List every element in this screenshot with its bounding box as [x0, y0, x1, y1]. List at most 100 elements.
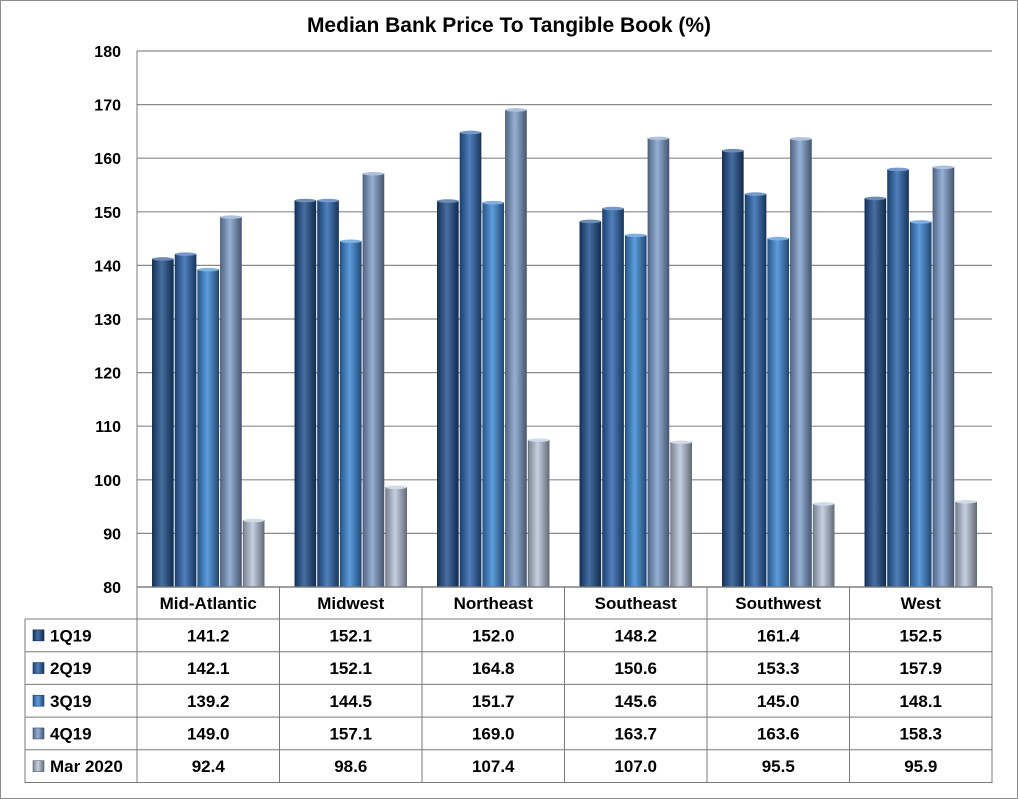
table-cell-value: 145.6: [614, 692, 657, 711]
bar-cap: [505, 108, 527, 112]
bar-cap: [437, 199, 459, 203]
bar-cap: [317, 198, 339, 203]
bar-cap: [197, 267, 219, 272]
bar: [482, 202, 505, 588]
table-cell-value: 107.0: [614, 757, 657, 776]
table-cell-value: 152.0: [472, 626, 515, 645]
bar-cap: [528, 438, 550, 442]
bar-cap: [955, 499, 977, 504]
table-cell-value: 163.6: [757, 724, 800, 743]
category-label: Southwest: [735, 594, 821, 613]
table-cell-value: 157.1: [329, 724, 372, 743]
table-cell-value: 145.0: [757, 692, 800, 711]
table-cell-value: 152.5: [899, 626, 942, 645]
y-tick-label: 80: [103, 580, 121, 597]
table-cell-value: 92.4: [192, 757, 226, 776]
category-label: West: [901, 594, 942, 613]
bar-cap: [579, 219, 601, 224]
bar-cap: [220, 215, 242, 219]
bar-cap: [745, 192, 767, 196]
table-cell-value: 149.0: [187, 724, 230, 743]
bar: [459, 132, 482, 588]
bar-cap: [813, 502, 835, 506]
bar-cap: [152, 257, 174, 261]
table-cell-value: 139.2: [187, 692, 230, 711]
table-cell-value: 153.3: [757, 659, 800, 678]
y-tick-label: 180: [94, 44, 121, 61]
table-cell-value: 157.9: [899, 659, 942, 678]
bar-cap: [362, 171, 384, 176]
bar: [174, 253, 197, 588]
bar-cap: [294, 198, 316, 203]
data-table: Mid-Atlantic Midwest Northeast Southeast Sou…: [24, 586, 993, 783]
table-cell-value: 164.8: [472, 659, 515, 678]
bar: [670, 441, 692, 588]
y-tick-label: 100: [94, 473, 121, 490]
category-label: Southeast: [595, 594, 678, 613]
category-label: Midwest: [317, 594, 384, 613]
bar: [505, 109, 527, 588]
bar-cap: [790, 137, 812, 141]
series-label: 3Q19: [50, 692, 92, 711]
y-tick-label: 90: [103, 526, 121, 543]
series-label: Mar 2020: [50, 757, 123, 776]
table-cell-value: 95.9: [904, 757, 937, 776]
bar-cap: [625, 233, 647, 238]
table-cell-value: 144.5: [329, 692, 372, 711]
y-tick-label: 140: [94, 258, 121, 275]
bar: [790, 138, 812, 588]
legend-key: [32, 727, 45, 740]
bar-cap: [864, 196, 886, 201]
y-tick-label: 110: [95, 419, 121, 436]
bar: [579, 221, 602, 588]
bar: [220, 216, 242, 588]
bar: [932, 167, 955, 588]
bar: [317, 200, 339, 588]
bar-cap: [670, 440, 692, 445]
legend-key: [32, 760, 45, 772]
bar-cap: [602, 206, 624, 211]
bar: [437, 200, 459, 588]
bar: [362, 173, 385, 588]
bar: [624, 235, 647, 588]
bar: [527, 439, 550, 588]
table-cell-value: 152.1: [329, 626, 372, 645]
bar: [647, 138, 670, 588]
bar-cap: [460, 130, 482, 135]
bar-cap: [340, 239, 362, 244]
category-label: Northeast: [454, 594, 534, 613]
bar-cap: [175, 252, 197, 256]
y-tick-label: 120: [94, 366, 121, 383]
table-cell-value: 152.1: [329, 659, 372, 678]
bar: [602, 208, 624, 588]
grid-layer: [137, 50, 992, 588]
table-cell-value: 151.7: [472, 692, 515, 711]
series-label: 4Q19: [50, 724, 92, 743]
bar: [744, 193, 767, 588]
table-cell-value: 95.5: [762, 757, 795, 776]
series-label: 1Q19: [50, 626, 92, 645]
table-cell-value: 107.4: [472, 757, 515, 776]
category-label: Mid-Atlantic: [160, 594, 257, 613]
table-cell-value: 148.1: [899, 692, 942, 711]
bar-cap: [243, 518, 265, 523]
table-cell-value: 169.0: [472, 724, 515, 743]
bar: [242, 520, 265, 588]
table-cell-value: 141.2: [187, 626, 230, 645]
bar: [294, 200, 317, 588]
y-tick-label: 160: [94, 151, 121, 168]
y-tick-label: 150: [94, 205, 121, 222]
bar-cap: [910, 220, 932, 224]
series-label: 2Q19: [50, 659, 92, 678]
axis-layer: 80 90 100 110 120 130 140 150 160 170 180: [94, 44, 138, 597]
table-cell-value: 158.3: [899, 724, 942, 743]
bar-layer: [152, 108, 977, 588]
bar-cap: [887, 167, 909, 172]
legend-key: [32, 662, 45, 674]
table-cell-value: 161.4: [757, 626, 800, 645]
bar: [767, 238, 790, 588]
y-tick-label: 170: [94, 98, 121, 115]
bar-cap: [932, 165, 954, 170]
y-tick-label: 130: [94, 312, 121, 329]
